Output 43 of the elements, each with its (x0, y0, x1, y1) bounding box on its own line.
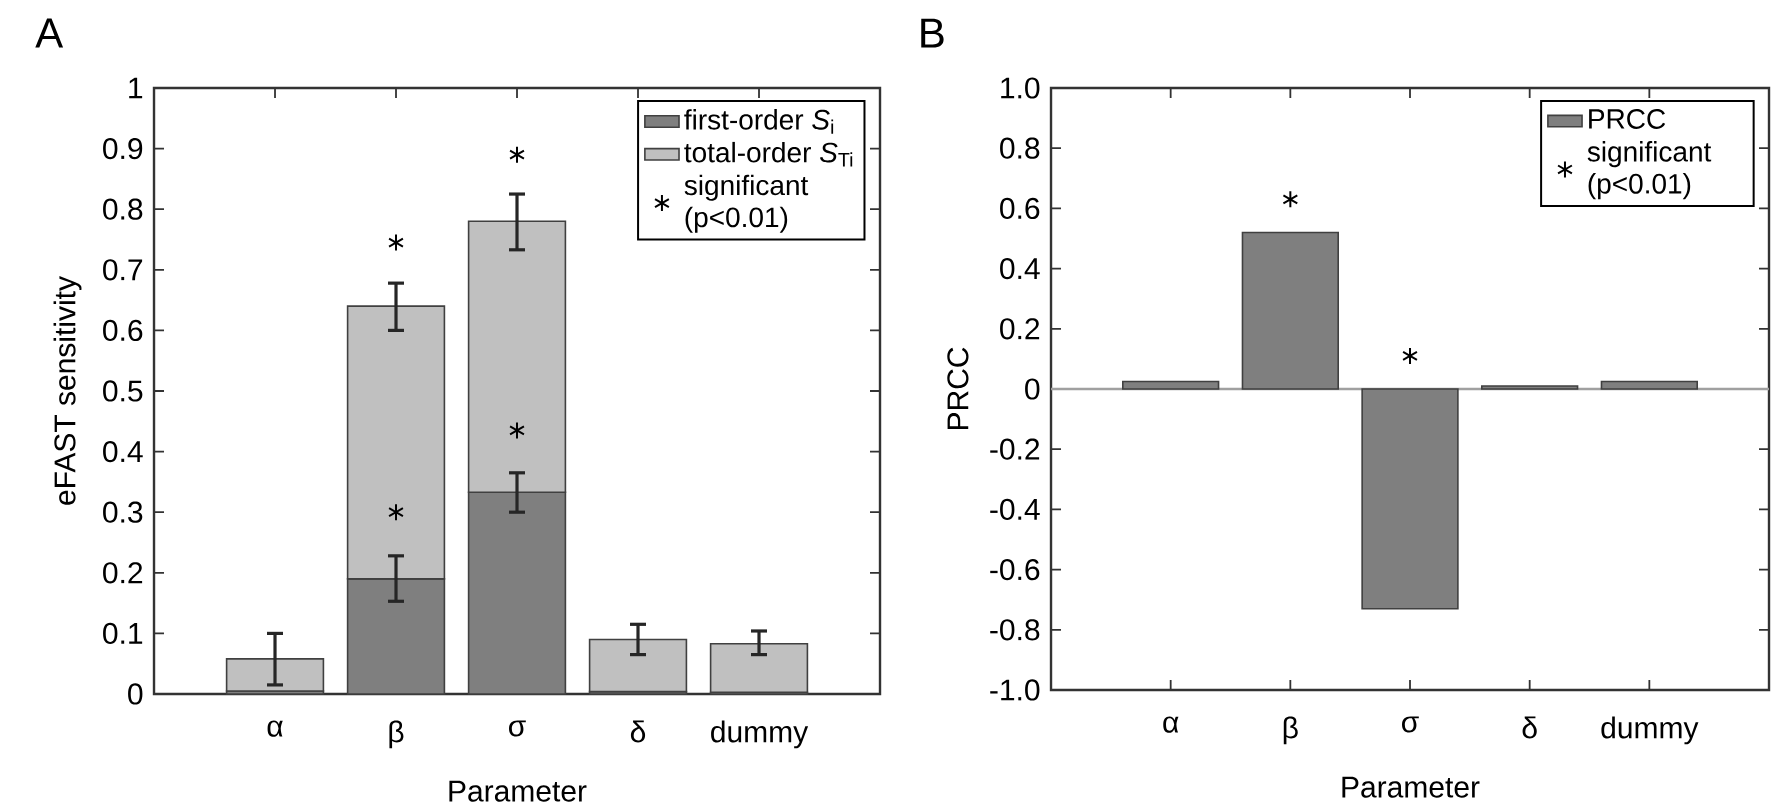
legend-label: significant (p<0.01) (684, 174, 809, 233)
y-tick-label: 0.6 (1000, 197, 1040, 220)
x-tick-label: σ (1402, 716, 1419, 733)
y-tick-label: 0.5 (103, 380, 143, 402)
x-tick-label: δ (1522, 716, 1537, 739)
y-tick-label: 1 (129, 77, 143, 99)
y-tick-label: 0.1 (103, 622, 143, 645)
legend-label: PRCC (1589, 109, 1666, 129)
y-tick-label: 0.7 (103, 259, 143, 281)
y-tick-label: 0.2 (103, 562, 143, 584)
y-tick-label: 0.8 (103, 198, 143, 220)
y-axis-title: eFAST sensitivity (53, 276, 82, 505)
legend-label: total-order S$_{Ti}$ (684, 141, 853, 167)
y-tick-label: 0.2 (1000, 318, 1040, 340)
x-tick-label: δ (630, 720, 646, 743)
y-tick-label: 0.4 (103, 440, 143, 463)
x-tick-label: α (267, 720, 283, 737)
x-tick-label: α (1163, 716, 1179, 733)
chart-title: A (35, 18, 64, 48)
y-tick-label: -0.4 (990, 498, 1040, 521)
y-tick-label: 0 (128, 683, 143, 705)
y-tick-label: -1.0 (990, 679, 1040, 701)
y-tick-label: 0.6 (103, 319, 143, 342)
chart-title: B (921, 18, 944, 48)
y-tick-label: 1.0 (1001, 77, 1040, 99)
y-axis-title: PRCC (947, 347, 969, 430)
x-tick-label: dummy (1601, 716, 1699, 745)
y-tick-label: 0.4 (1000, 257, 1040, 280)
x-tick-label: σ (509, 720, 526, 737)
y-tick-label: 0.3 (103, 501, 143, 523)
x-tick-label: β (1283, 716, 1298, 745)
y-tick-label: 0.8 (1000, 137, 1040, 159)
x-tick-label: dummy (711, 720, 809, 749)
x-axis-title: Parameter (449, 780, 587, 802)
x-axis-title: Parameter (1342, 776, 1480, 798)
legend-label: first-order S$_{i}$ (684, 109, 834, 134)
legend-label: significant (p<0.01) (1587, 141, 1712, 200)
y-tick-label: -0.2 (990, 438, 1040, 460)
y-tick-label: 0 (1025, 378, 1040, 400)
x-tick-label: β (389, 720, 404, 749)
y-tick-label: 0.9 (103, 137, 143, 160)
y-tick-label: -0.8 (990, 619, 1040, 641)
y-tick-label: -0.6 (990, 558, 1040, 581)
